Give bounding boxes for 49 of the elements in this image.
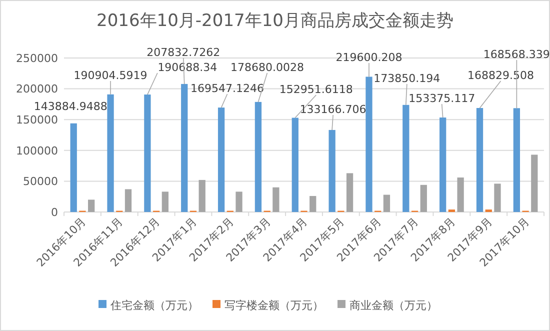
y-tick-label: 0 (51, 206, 58, 219)
data-label: 173850.194 (374, 72, 440, 85)
data-label: 190904.5919 (74, 69, 148, 82)
y-tick-label: 100000 (16, 144, 58, 158)
bar (420, 184, 427, 212)
data-label: 219600.208 (336, 51, 402, 64)
bar (346, 173, 354, 212)
bar (144, 94, 151, 212)
y-tick-label: 50000 (23, 175, 58, 188)
bar (88, 200, 95, 212)
data-label: 207832.7262 (146, 46, 220, 59)
bar (272, 187, 280, 212)
bar (383, 194, 390, 212)
chart-title: 2016年10月-2017年10月商品房成交金额走势 (96, 11, 454, 31)
legend-label: 写字楼金额（万元） (224, 298, 324, 312)
data-label: 168568.339 (483, 48, 550, 61)
data-label: 169547.1246 (190, 82, 264, 95)
bar (292, 118, 298, 212)
y-tick-label: 200000 (16, 82, 58, 96)
data-label: 178680.0028 (230, 61, 304, 74)
bar (476, 108, 484, 212)
bar (162, 192, 168, 212)
bar (457, 178, 464, 212)
bar (218, 108, 225, 212)
data-label: 143884.9488 (34, 100, 108, 113)
bar (198, 180, 206, 212)
y-tick-label: 250000 (16, 52, 58, 65)
bar (328, 130, 336, 212)
bar (124, 189, 132, 212)
bar (236, 192, 242, 212)
legend-label: 住宅金额（万元） (110, 298, 198, 312)
bar (366, 76, 372, 212)
bar (531, 154, 538, 212)
data-label: 168829.508 (468, 69, 534, 82)
bar (181, 84, 188, 212)
legend-label: 商业金额（万元） (350, 298, 438, 312)
bar (107, 94, 114, 212)
bar (254, 102, 262, 212)
bar (402, 104, 410, 212)
bar (440, 118, 446, 212)
data-label: 190688.34 (158, 61, 218, 74)
data-label: 133166.706 (300, 103, 366, 116)
bar (70, 123, 77, 212)
y-tick-label: 150000 (16, 113, 58, 126)
data-label: 153375.117 (408, 92, 476, 105)
bar (310, 196, 316, 212)
bar (513, 108, 520, 212)
data-label: 152951.6118 (279, 83, 353, 96)
bar (494, 184, 501, 212)
